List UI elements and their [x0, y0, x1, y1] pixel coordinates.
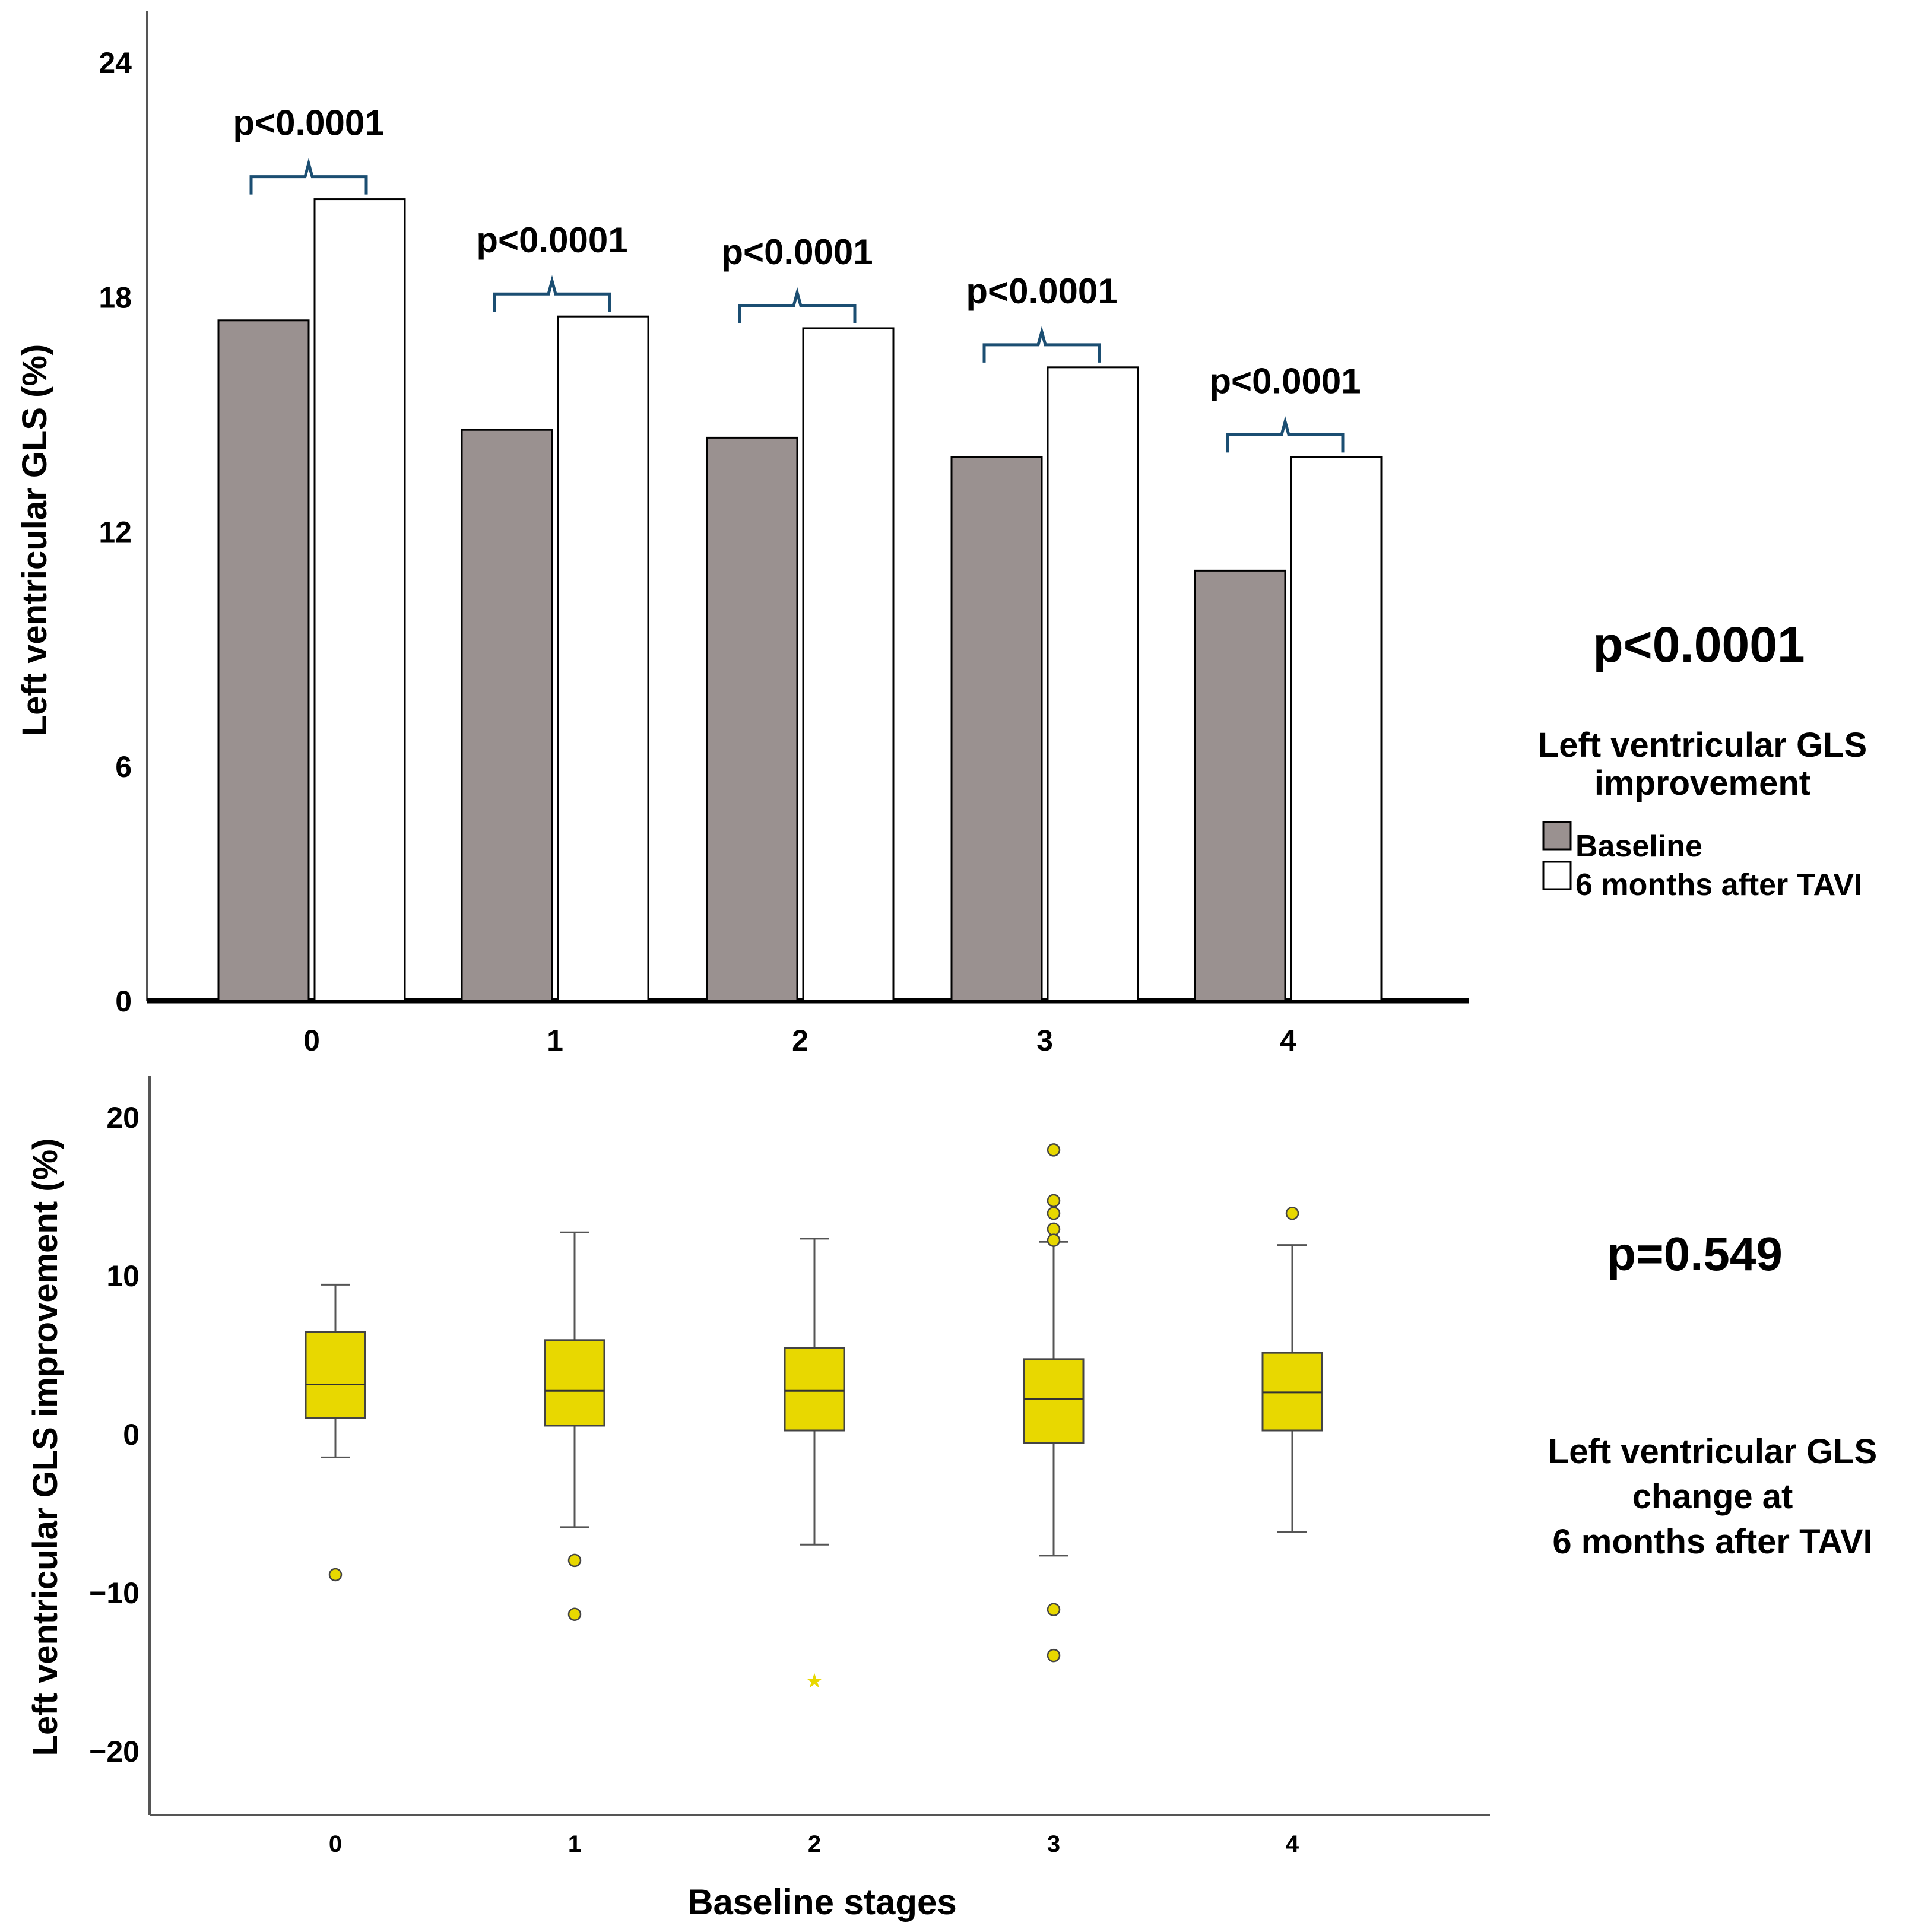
outlier-point: [1047, 1194, 1061, 1208]
box-group: [1023, 1143, 1085, 1663]
bar-after-tavi: [313, 198, 406, 1002]
top-legend-panel: p<0.0001 Left ventricular GLS improvement…: [1538, 617, 1867, 902]
legend-title: Left ventricular GLS improvement: [1538, 726, 1867, 802]
overall-p-value-bottom: p=0.549: [1607, 1227, 1783, 1280]
y-tick-label: 24: [99, 46, 132, 80]
box-group: [544, 1231, 605, 1621]
box: [784, 1347, 845, 1432]
x-tick-label: 3: [1036, 1024, 1053, 1057]
significance-bracket: [1226, 415, 1345, 453]
bar-after-tavi: [557, 315, 649, 1002]
y-tick-label: 12: [99, 516, 132, 549]
x-axis-label-bottom: Baseline stages: [687, 1882, 957, 1922]
bar-after-tavi: [1290, 456, 1383, 1002]
pair-p-value: p<0.0001: [233, 103, 384, 143]
pair-p-value: p<0.0001: [721, 232, 873, 272]
outlier-point: [1047, 1222, 1061, 1236]
y-tick-label-bottom: −10: [89, 1576, 139, 1610]
overall-p-value-top: p<0.0001: [1593, 617, 1805, 672]
y-tick-label-bottom: 20: [106, 1101, 139, 1134]
box-group: ★: [784, 1238, 845, 1691]
outlier-point: [1047, 1603, 1061, 1616]
outlier-point: [1047, 1206, 1061, 1220]
significance-bracket: [493, 275, 611, 312]
y-tick-label-bottom: 0: [123, 1418, 139, 1451]
significance-bracket: [249, 158, 368, 195]
bar-after-tavi: [802, 327, 895, 1002]
box-group: [305, 1283, 366, 1582]
pair-p-value: p<0.0001: [1209, 361, 1361, 401]
box-group: [1261, 1206, 1323, 1533]
pair-p-value: p<0.0001: [966, 271, 1117, 311]
y-tick-label: 6: [115, 750, 132, 783]
box: [1023, 1358, 1085, 1444]
bottom-side-panel: p=0.549 Left ventricular GLS change at 6 m…: [1548, 1227, 1877, 1561]
y-tick-label: 18: [99, 281, 132, 314]
box: [305, 1331, 366, 1419]
x-tick-label-bottom: 4: [1286, 1831, 1299, 1857]
significance-bracket: [982, 326, 1101, 363]
y-tick-label: 0: [115, 985, 132, 1018]
box: [544, 1339, 605, 1427]
legend-label-baseline: Baseline: [1575, 829, 1702, 864]
outlier-point: [1047, 1648, 1061, 1663]
legend-swatch-baseline: [1542, 821, 1572, 851]
x-tick-label-bottom: 0: [329, 1831, 342, 1857]
outlier-point: [328, 1568, 343, 1582]
x-tick-label: 0: [303, 1024, 320, 1057]
y-tick-label-bottom: −20: [89, 1735, 139, 1768]
x-tick-label: 1: [547, 1024, 563, 1057]
bar-baseline: [706, 436, 798, 1002]
outlier-point: [567, 1553, 582, 1568]
x-tick-label-bottom: 3: [1047, 1831, 1060, 1857]
x-tick-label: 4: [1280, 1024, 1296, 1057]
y-axis-label-bottom: Left ventricular GLS improvement (%): [26, 1138, 65, 1756]
extreme-outlier: ★: [807, 1671, 823, 1691]
bar-after-tavi: [1047, 366, 1139, 1002]
outlier-point: [1047, 1233, 1061, 1247]
bar-baseline: [950, 456, 1043, 1002]
x-tick-label: 2: [792, 1024, 808, 1057]
outlier-point: [1047, 1143, 1061, 1157]
legend-label-after: 6 months after TAVI: [1575, 868, 1862, 902]
bar-baseline: [1194, 569, 1286, 1002]
bar-baseline: [217, 319, 310, 1002]
side-label: Left ventricular GLS change at 6 months af…: [1548, 1432, 1877, 1561]
y-tick-label-bottom: 10: [106, 1260, 139, 1293]
pair-p-value: p<0.0001: [476, 220, 627, 260]
x-tick-label-bottom: 1: [568, 1831, 581, 1857]
legend-swatch-after: [1542, 861, 1572, 890]
bar-baseline: [461, 429, 553, 1002]
y-axis-label: Left ventricular GLS (%): [15, 344, 54, 737]
significance-bracket: [738, 287, 857, 323]
outlier-point: [1285, 1206, 1299, 1220]
x-tick-label-bottom: 2: [808, 1831, 821, 1857]
outlier-point: [567, 1607, 582, 1621]
